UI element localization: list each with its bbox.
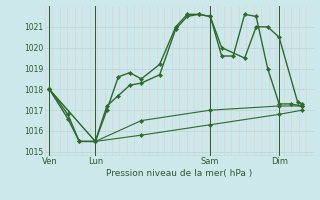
X-axis label: Pression niveau de la mer( hPa ): Pression niveau de la mer( hPa ) xyxy=(106,169,252,178)
